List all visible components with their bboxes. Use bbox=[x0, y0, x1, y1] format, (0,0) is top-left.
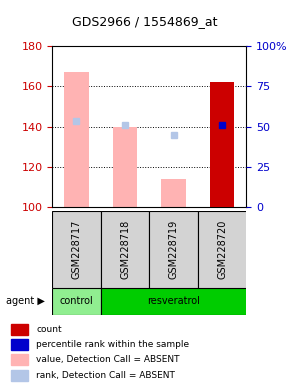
Text: GSM228719: GSM228719 bbox=[169, 220, 179, 279]
FancyBboxPatch shape bbox=[52, 288, 101, 315]
FancyBboxPatch shape bbox=[101, 288, 246, 315]
Text: control: control bbox=[60, 296, 93, 306]
Bar bbox=[210, 83, 234, 207]
Text: GSM228717: GSM228717 bbox=[72, 220, 81, 279]
Text: GSM228720: GSM228720 bbox=[217, 220, 227, 279]
Bar bbox=[11, 324, 28, 335]
Text: percentile rank within the sample: percentile rank within the sample bbox=[37, 340, 190, 349]
Text: rank, Detection Call = ABSENT: rank, Detection Call = ABSENT bbox=[37, 371, 175, 380]
Bar bbox=[11, 339, 28, 350]
Bar bbox=[11, 370, 28, 381]
FancyBboxPatch shape bbox=[149, 211, 198, 288]
FancyBboxPatch shape bbox=[101, 211, 149, 288]
Text: GSM228718: GSM228718 bbox=[120, 220, 130, 279]
Text: resveratrol: resveratrol bbox=[147, 296, 200, 306]
Bar bbox=[162, 179, 186, 207]
Bar bbox=[64, 72, 89, 207]
Text: GDS2966 / 1554869_at: GDS2966 / 1554869_at bbox=[72, 15, 218, 28]
Text: count: count bbox=[37, 324, 62, 334]
FancyBboxPatch shape bbox=[198, 211, 246, 288]
Bar bbox=[11, 354, 28, 366]
Bar bbox=[113, 127, 137, 207]
Text: agent ▶: agent ▶ bbox=[6, 296, 45, 306]
FancyBboxPatch shape bbox=[52, 211, 101, 288]
Text: value, Detection Call = ABSENT: value, Detection Call = ABSENT bbox=[37, 355, 180, 364]
